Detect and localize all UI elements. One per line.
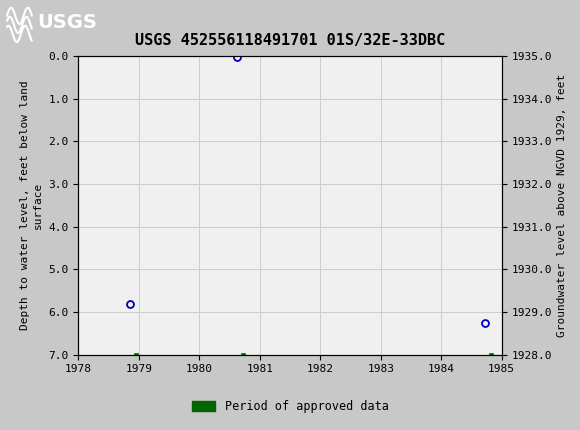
Text: USGS 452556118491701 01S/32E-33DBC: USGS 452556118491701 01S/32E-33DBC (135, 34, 445, 48)
Y-axis label: Groundwater level above NGVD 1929, feet: Groundwater level above NGVD 1929, feet (557, 74, 567, 337)
Text: USGS: USGS (38, 13, 97, 32)
Y-axis label: Depth to water level, feet below land
surface: Depth to water level, feet below land su… (20, 80, 43, 330)
Legend: Period of approved data: Period of approved data (187, 395, 393, 418)
